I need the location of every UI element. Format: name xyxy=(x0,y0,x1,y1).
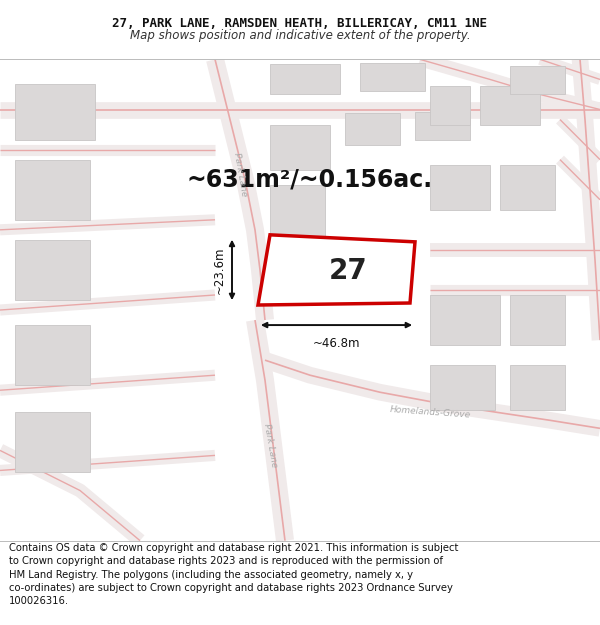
Bar xyxy=(430,164,490,210)
Text: 27: 27 xyxy=(329,257,368,285)
Bar xyxy=(15,240,90,300)
Text: Contains OS data © Crown copyright and database right 2021. This information is : Contains OS data © Crown copyright and d… xyxy=(9,543,458,606)
Bar xyxy=(430,365,495,410)
Bar xyxy=(510,66,565,94)
Bar xyxy=(15,159,90,220)
Text: ~631m²/~0.156ac.: ~631m²/~0.156ac. xyxy=(187,168,433,192)
Text: Map shows position and indicative extent of the property.: Map shows position and indicative extent… xyxy=(130,29,470,41)
Text: 27, PARK LANE, RAMSDEN HEATH, BILLERICAY, CM11 1NE: 27, PARK LANE, RAMSDEN HEATH, BILLERICAY… xyxy=(113,17,487,29)
Bar xyxy=(270,185,325,245)
Text: ~46.8m: ~46.8m xyxy=(313,337,360,350)
Bar xyxy=(15,412,90,472)
Text: ~23.6m: ~23.6m xyxy=(213,246,226,294)
Bar xyxy=(510,295,565,345)
Bar xyxy=(270,64,340,94)
Bar xyxy=(270,124,330,169)
Bar xyxy=(510,365,565,410)
Bar xyxy=(345,112,400,144)
Bar xyxy=(430,295,500,345)
Bar xyxy=(500,164,555,210)
Bar xyxy=(430,86,470,124)
Text: Park Lane: Park Lane xyxy=(262,422,278,468)
Bar xyxy=(480,86,540,124)
Bar xyxy=(15,325,90,385)
Bar xyxy=(15,84,95,139)
Bar xyxy=(415,111,470,139)
Text: Park Lane: Park Lane xyxy=(232,152,248,198)
Polygon shape xyxy=(258,235,415,305)
Bar xyxy=(360,63,425,91)
Text: Homelands-Grove: Homelands-Grove xyxy=(389,405,471,419)
